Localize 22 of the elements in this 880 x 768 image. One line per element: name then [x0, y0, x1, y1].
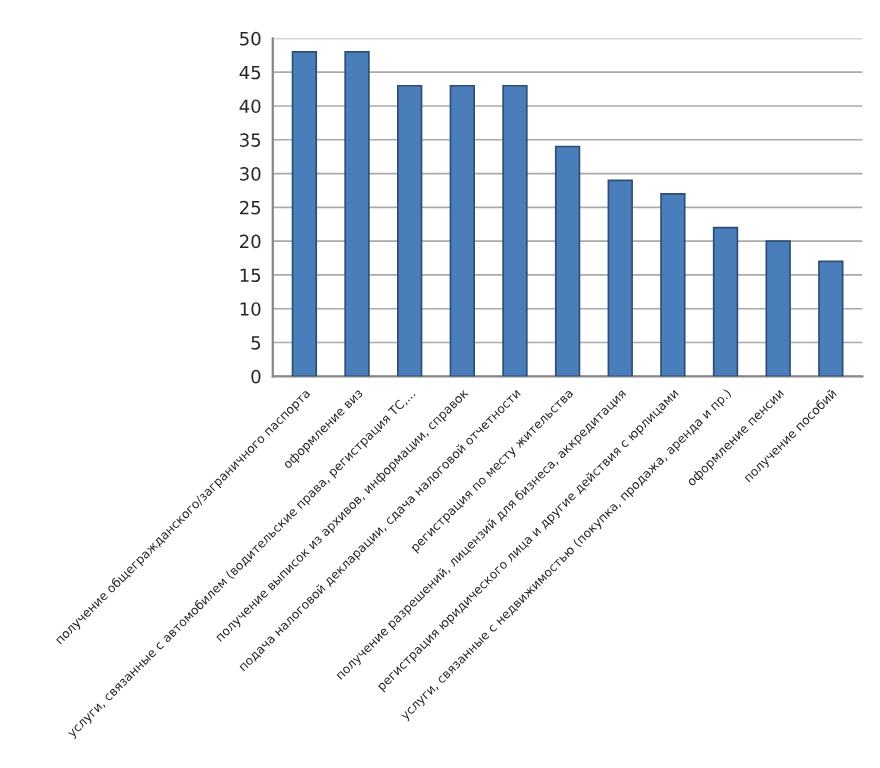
bar [818, 260, 844, 377]
y-tick-label: 30 [240, 167, 261, 181]
bar [291, 51, 318, 377]
y-tick-label: 5 [251, 336, 261, 350]
y-tick-label: 40 [239, 99, 261, 114]
bar [712, 226, 739, 377]
y-tick-label: 50 [240, 31, 261, 46]
y-tick-label: 45 [239, 65, 261, 80]
y-tick-label: 10 [240, 302, 261, 316]
bar [554, 145, 581, 377]
bar [396, 84, 423, 377]
bar [660, 193, 686, 377]
y-tick-label: 0 [251, 369, 261, 384]
bar [344, 51, 370, 377]
y-tick-label: 15 [240, 268, 261, 283]
y-tick-label: 25 [240, 200, 261, 215]
bar [765, 240, 791, 377]
bar [502, 84, 528, 377]
bar [449, 84, 475, 377]
y-tick-label: 35 [240, 133, 261, 147]
y-tick-label: 20 [240, 234, 261, 249]
bar [607, 179, 633, 377]
